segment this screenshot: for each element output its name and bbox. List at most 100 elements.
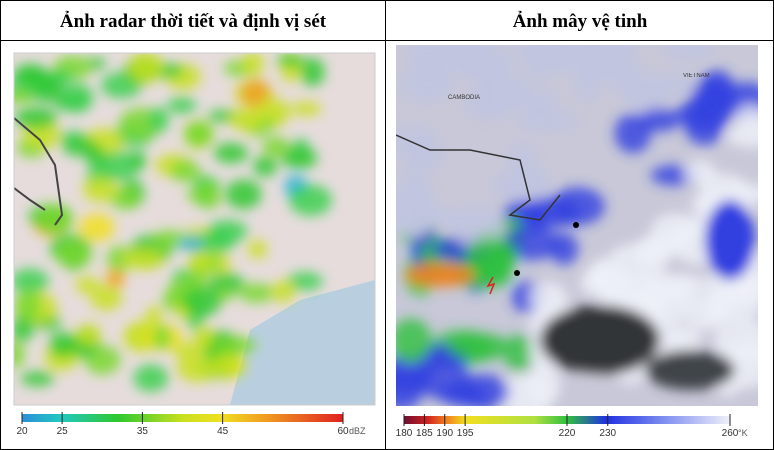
- colorbar-tick-label: 60: [337, 426, 349, 437]
- panel-title: Ảnh radar thời tiết và định vị sét: [60, 11, 327, 32]
- echo: [82, 177, 118, 203]
- cloud: [645, 350, 735, 390]
- cloud: [705, 200, 755, 280]
- echo: [145, 306, 163, 323]
- echo: [129, 150, 147, 171]
- cloud: [550, 187, 605, 226]
- echo: [176, 355, 220, 382]
- echo: [213, 336, 257, 355]
- cloud: [405, 263, 475, 287]
- echo: [213, 142, 249, 164]
- colorbar-tick-label: 230: [599, 428, 616, 439]
- cloud: [541, 45, 605, 73]
- echo: [208, 272, 244, 295]
- radar-map: [14, 53, 375, 405]
- cloud: [725, 123, 758, 148]
- echo: [122, 248, 165, 270]
- echo: [35, 203, 74, 235]
- cloud: [516, 109, 580, 133]
- echo: [90, 285, 123, 311]
- echo: [87, 57, 106, 70]
- echo: [212, 351, 245, 380]
- echo: [252, 156, 278, 177]
- echo: [181, 286, 221, 317]
- echo: [247, 239, 268, 259]
- satellite-map: CAMBODIA VIETNAM: [396, 45, 758, 406]
- city: [573, 222, 579, 228]
- cloud: [396, 318, 432, 364]
- colorbar-tick-label: 260: [722, 428, 739, 439]
- cloud: [713, 318, 758, 364]
- colorbar-unit: dBZ: [349, 426, 366, 436]
- panel-title: Ảnh mây vệ tinh: [513, 11, 648, 32]
- cloud: [698, 69, 736, 113]
- cloud: [490, 72, 533, 107]
- echo: [192, 326, 215, 352]
- radar-echo: [14, 53, 332, 392]
- echo: [14, 316, 34, 342]
- city: [514, 270, 520, 276]
- echo: [167, 97, 197, 114]
- echo: [14, 107, 58, 129]
- cloud: [639, 107, 681, 132]
- colorbar-tick-label: 185: [416, 428, 433, 439]
- cloud: [496, 166, 553, 202]
- echo: [148, 107, 169, 133]
- echo: [105, 269, 126, 288]
- echo: [186, 123, 210, 141]
- echo: [14, 290, 41, 321]
- echo: [76, 323, 102, 346]
- cloud: [396, 124, 438, 160]
- echo: [262, 136, 291, 157]
- echo: [201, 229, 235, 254]
- colorbar-tick-label: 35: [137, 426, 149, 437]
- echo: [47, 70, 74, 84]
- echo: [133, 364, 169, 392]
- cloud-field: [396, 45, 758, 406]
- cloud: [504, 334, 534, 374]
- echo: [75, 276, 100, 294]
- sea: [230, 280, 375, 405]
- echo: [242, 53, 264, 77]
- echo: [300, 57, 325, 87]
- colorbar-tick-label: 45: [217, 426, 229, 437]
- cloud: [400, 64, 455, 104]
- colorbar-tick-label: 190: [436, 428, 453, 439]
- echo: [281, 146, 318, 170]
- cloud: [607, 58, 647, 98]
- map-frame: [13, 52, 376, 406]
- lightning: [486, 276, 496, 295]
- echo: [188, 246, 212, 277]
- echo: [289, 184, 332, 216]
- echo: [291, 101, 322, 116]
- echo: [55, 240, 93, 269]
- cloud: [527, 364, 561, 405]
- echo: [287, 271, 324, 291]
- echo: [79, 213, 115, 242]
- border: [396, 134, 561, 221]
- colorbar-tick-label: 220: [559, 428, 576, 439]
- echo: [14, 89, 36, 104]
- cloud: [529, 281, 568, 315]
- echo: [238, 283, 275, 303]
- cloud: [540, 305, 660, 375]
- echo: [240, 79, 271, 108]
- cloud: [640, 72, 698, 97]
- colorbar-unit: °K: [738, 428, 748, 438]
- cloud: [447, 333, 512, 361]
- echo: [106, 245, 133, 273]
- map-label: CAMBODIA: [448, 95, 480, 101]
- echo: [59, 83, 94, 113]
- map-label: VIETNAM: [683, 73, 710, 79]
- echo: [20, 371, 55, 387]
- echo: [276, 54, 304, 67]
- echo: [14, 268, 49, 294]
- echo: [272, 280, 295, 303]
- cloud: [550, 232, 579, 265]
- echo: [61, 138, 100, 157]
- border: [14, 187, 46, 211]
- echo: [109, 186, 140, 210]
- echo: [100, 151, 139, 181]
- cloud: [661, 45, 717, 61]
